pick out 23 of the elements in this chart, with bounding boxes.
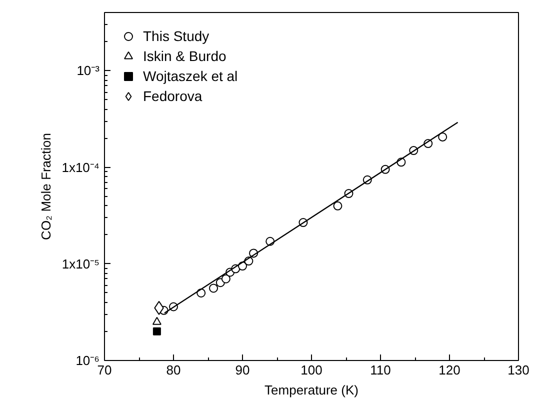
y-tick-label: 10⁻³ — [76, 63, 100, 78]
x-tick-label: 80 — [166, 362, 181, 378]
point — [209, 284, 218, 293]
y-axis-title: CO₂ Mole Fraction — [38, 133, 54, 240]
point — [333, 201, 342, 210]
point — [152, 316, 162, 325]
legend-label: This Study — [143, 28, 210, 44]
legend-label: Wojtaszek et al — [143, 68, 238, 84]
y-tick-label: 10⁻⁶ — [76, 353, 100, 368]
legend-label: Iskin & Burdo — [143, 48, 226, 64]
legend-label: Fedorova — [143, 88, 202, 104]
x-tick-label: 70 — [97, 362, 112, 378]
x-tick-label: 130 — [508, 362, 530, 378]
point — [221, 274, 230, 284]
point — [152, 327, 161, 336]
point — [438, 132, 448, 142]
x-tick-label: 90 — [235, 362, 250, 378]
x-tick-label: 100 — [300, 362, 322, 378]
x-tick-label: 120 — [438, 362, 460, 378]
x-tick-label: 110 — [370, 362, 391, 378]
y-tick-label: 1x10⁻⁵ — [62, 256, 100, 272]
y-tick-label: 1x10⁻⁴ — [62, 160, 100, 175]
x-axis-title: Temperature (K) — [264, 382, 358, 398]
